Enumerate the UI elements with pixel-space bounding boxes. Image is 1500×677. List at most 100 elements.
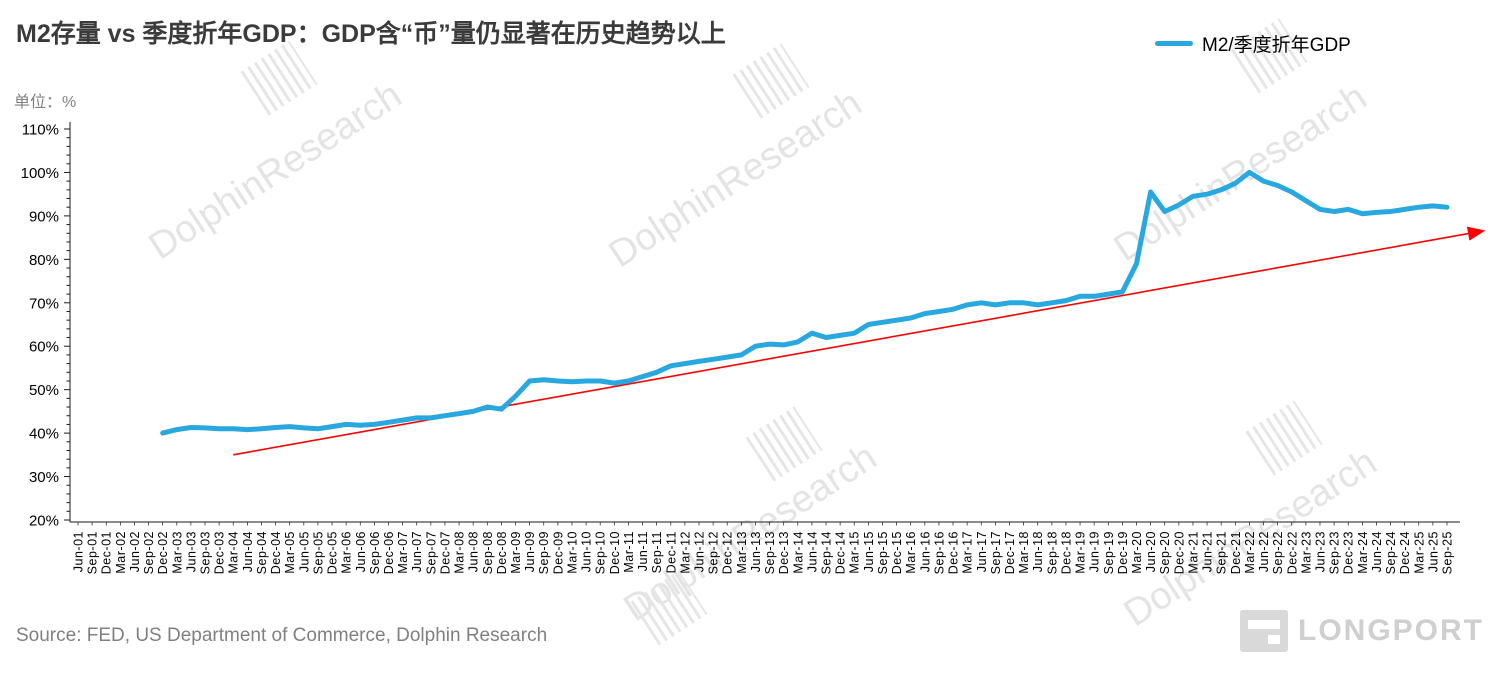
- svg-text:Jun-22: Jun-22: [1257, 531, 1271, 572]
- svg-text:Dec-09: Dec-09: [551, 531, 565, 574]
- svg-text:Dec-19: Dec-19: [1116, 531, 1130, 574]
- svg-text:Dec-23: Dec-23: [1342, 531, 1356, 574]
- source-text: Source: FED, US Department of Commerce, …: [16, 625, 548, 646]
- chart-title: M2存量 vs 季度折年GDP：GDP含“币”量仍显著在历史趋势以上: [16, 20, 726, 48]
- svg-text:Jun-17: Jun-17: [975, 531, 989, 572]
- svg-text:Mar-10: Mar-10: [565, 531, 579, 574]
- svg-text:Jun-06: Jun-06: [354, 531, 368, 572]
- svg-text:Mar-19: Mar-19: [1074, 531, 1088, 574]
- svg-text:Jun-12: Jun-12: [692, 531, 706, 572]
- svg-text:Sep-18: Sep-18: [1045, 531, 1059, 574]
- svg-text:Mar-21: Mar-21: [1186, 531, 1200, 574]
- svg-text:Dec-07: Dec-07: [438, 531, 452, 574]
- svg-text:Mar-22: Mar-22: [1243, 531, 1257, 574]
- svg-text:Mar-08: Mar-08: [453, 531, 467, 574]
- svg-text:Sep-11: Sep-11: [650, 531, 664, 573]
- svg-text:Sep-04: Sep-04: [255, 531, 269, 574]
- svg-text:Mar-11: Mar-11: [622, 531, 636, 573]
- svg-text:Jun-15: Jun-15: [862, 531, 876, 572]
- unit-label: 单位：%: [14, 94, 77, 111]
- svg-text:Jun-20: Jun-20: [1144, 531, 1158, 572]
- svg-text:Sep-21: Sep-21: [1215, 531, 1229, 574]
- svg-text:Mar-13: Mar-13: [735, 531, 749, 574]
- svg-text:Mar-07: Mar-07: [396, 531, 410, 574]
- svg-text:Sep-03: Sep-03: [199, 531, 213, 574]
- svg-text:Dec-01: Dec-01: [100, 531, 114, 574]
- svg-text:Dec-10: Dec-10: [608, 531, 622, 574]
- svg-text:Sep-25: Sep-25: [1441, 531, 1455, 574]
- svg-text:Sep-08: Sep-08: [481, 531, 495, 574]
- svg-text:Mar-06: Mar-06: [340, 531, 354, 574]
- svg-text:Dec-21: Dec-21: [1229, 531, 1243, 574]
- svg-text:Mar-25: Mar-25: [1412, 531, 1426, 574]
- svg-text:Dec-03: Dec-03: [213, 531, 227, 574]
- svg-text:Mar-15: Mar-15: [848, 531, 862, 574]
- svg-text:Dec-18: Dec-18: [1059, 531, 1073, 574]
- legend-label: M2/季度折年GDP: [1202, 35, 1351, 56]
- svg-text:Jun-04: Jun-04: [241, 531, 255, 572]
- svg-text:Jun-10: Jun-10: [580, 531, 594, 572]
- svg-text:Mar-14: Mar-14: [791, 531, 805, 574]
- svg-text:50%: 50%: [29, 382, 59, 399]
- svg-text:Sep-05: Sep-05: [311, 531, 325, 574]
- svg-text:Jun-14: Jun-14: [805, 531, 819, 572]
- svg-text:60%: 60%: [29, 339, 59, 356]
- svg-text:Jun-11: Jun-11: [636, 531, 650, 571]
- svg-text:Mar-17: Mar-17: [961, 531, 975, 574]
- svg-text:Dec-04: Dec-04: [269, 531, 283, 574]
- longport-logo-icon: [1240, 610, 1288, 652]
- svg-text:Dec-11: Dec-11: [664, 531, 678, 573]
- svg-text:Jun-08: Jun-08: [467, 531, 481, 572]
- svg-text:Sep-02: Sep-02: [142, 531, 156, 574]
- svg-text:Sep-15: Sep-15: [876, 531, 890, 574]
- svg-text:Sep-17: Sep-17: [989, 531, 1003, 574]
- legend-line-swatch: [1155, 41, 1193, 46]
- svg-text:Sep-23: Sep-23: [1328, 531, 1342, 574]
- svg-text:Jun-01: Jun-01: [72, 531, 86, 572]
- svg-text:Sep-12: Sep-12: [707, 531, 721, 574]
- svg-text:Mar-23: Mar-23: [1299, 531, 1313, 574]
- svg-text:Dec-06: Dec-06: [382, 531, 396, 574]
- svg-text:Sep-20: Sep-20: [1158, 531, 1172, 574]
- svg-text:Mar-05: Mar-05: [283, 531, 297, 574]
- svg-text:Sep-22: Sep-22: [1271, 531, 1285, 574]
- svg-text:Jun-13: Jun-13: [749, 531, 763, 572]
- svg-text:Jun-05: Jun-05: [297, 531, 311, 572]
- svg-text:Dec-13: Dec-13: [777, 531, 791, 574]
- svg-text:Dec-02: Dec-02: [156, 531, 170, 574]
- svg-text:Dec-14: Dec-14: [834, 531, 848, 574]
- svg-text:Jun-16: Jun-16: [918, 531, 932, 572]
- svg-text:Sep-07: Sep-07: [424, 531, 438, 574]
- svg-text:Mar-12: Mar-12: [678, 531, 692, 574]
- svg-text:Jun-07: Jun-07: [410, 531, 424, 572]
- svg-text:30%: 30%: [29, 469, 59, 486]
- svg-text:40%: 40%: [29, 426, 59, 443]
- svg-text:Jun-23: Jun-23: [1313, 531, 1327, 572]
- svg-text:Dec-05: Dec-05: [326, 531, 340, 574]
- svg-text:Sep-16: Sep-16: [932, 531, 946, 574]
- longport-logo: LONGPORT: [1240, 610, 1484, 652]
- svg-text:Dec-20: Dec-20: [1172, 531, 1186, 574]
- svg-text:Dec-17: Dec-17: [1003, 531, 1017, 574]
- legend: M2/季度折年GDP: [1155, 30, 1351, 57]
- svg-text:Mar-18: Mar-18: [1017, 531, 1031, 574]
- svg-text:Jun-24: Jun-24: [1370, 531, 1384, 572]
- svg-text:Sep-10: Sep-10: [594, 531, 608, 574]
- svg-text:100%: 100%: [21, 165, 59, 182]
- svg-text:Dec-16: Dec-16: [947, 531, 961, 574]
- svg-text:Jun-02: Jun-02: [128, 531, 142, 572]
- svg-text:Jun-19: Jun-19: [1088, 531, 1102, 572]
- svg-text:Jun-03: Jun-03: [184, 531, 198, 572]
- svg-text:Mar-03: Mar-03: [170, 531, 184, 574]
- svg-text:Mar-02: Mar-02: [114, 531, 128, 574]
- svg-text:80%: 80%: [29, 252, 59, 269]
- svg-text:Jun-09: Jun-09: [523, 531, 537, 572]
- svg-text:Jun-25: Jun-25: [1426, 531, 1440, 572]
- svg-text:Dec-08: Dec-08: [495, 531, 509, 574]
- svg-text:Sep-09: Sep-09: [537, 531, 551, 574]
- svg-text:Jun-18: Jun-18: [1031, 531, 1045, 572]
- svg-text:Sep-06: Sep-06: [368, 531, 382, 574]
- svg-text:90%: 90%: [29, 208, 59, 225]
- svg-text:Dec-12: Dec-12: [721, 531, 735, 574]
